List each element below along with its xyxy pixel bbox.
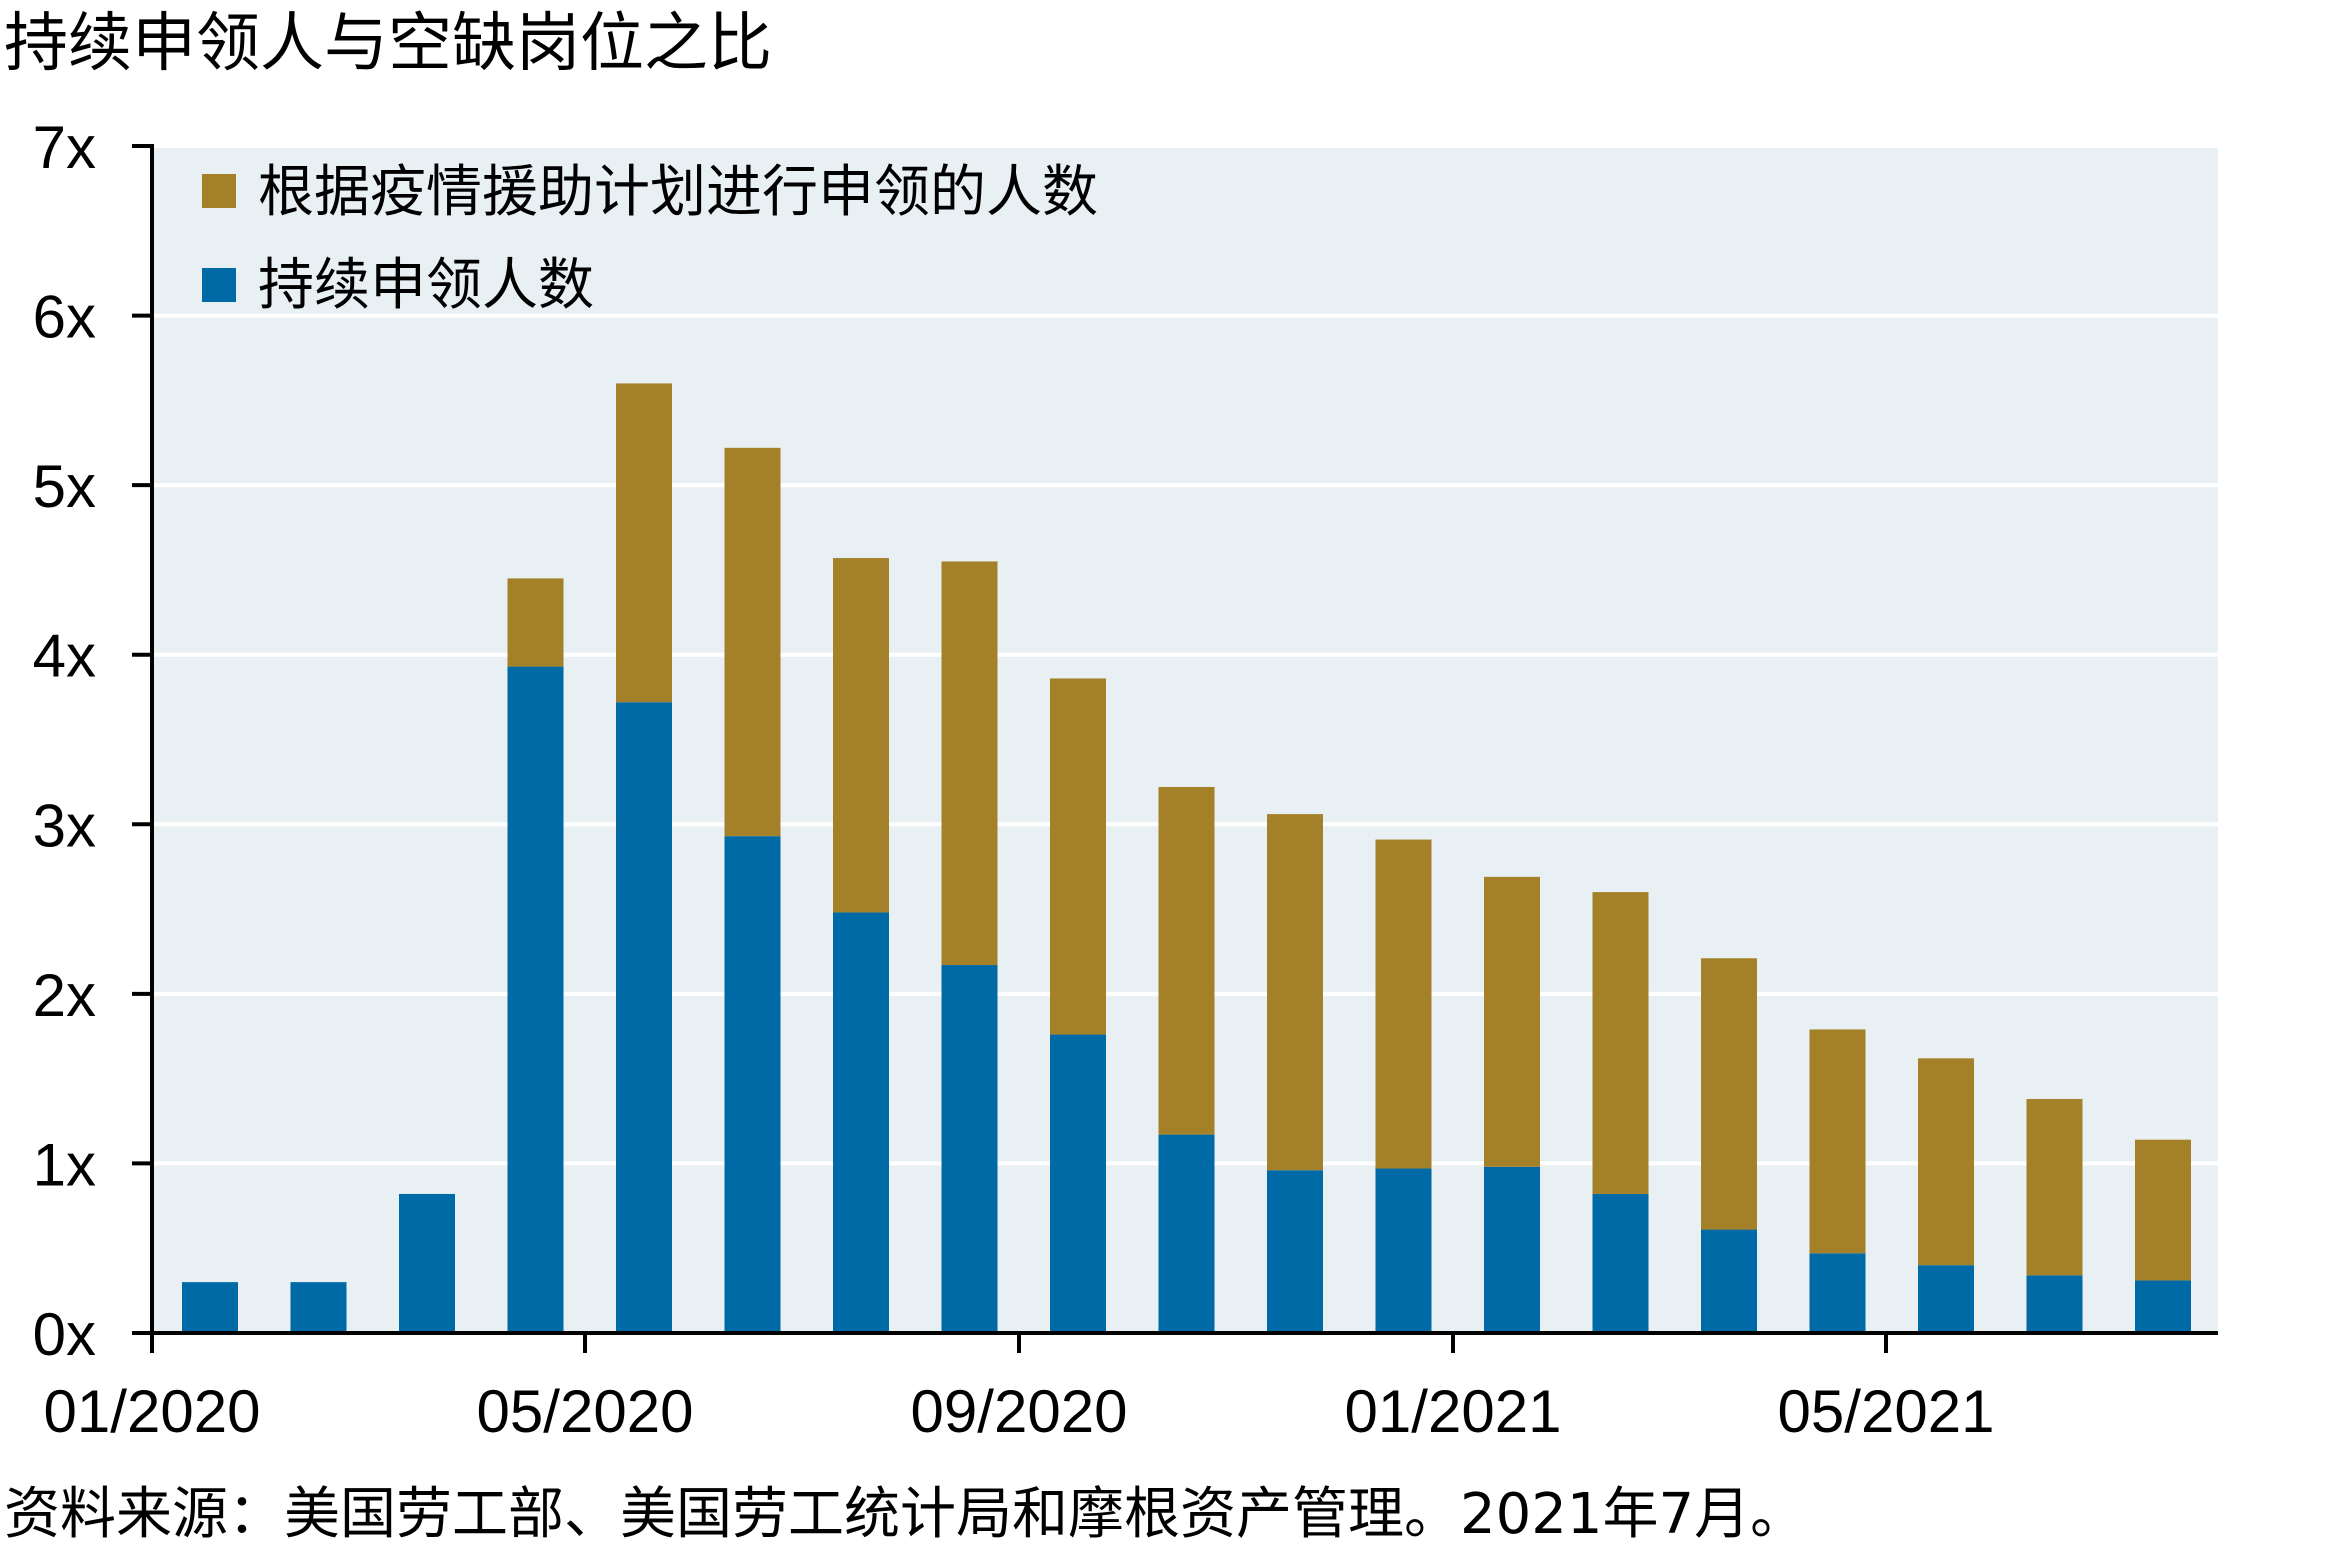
bar-continuing bbox=[1701, 1229, 1757, 1333]
bar-continuing bbox=[1158, 1134, 1215, 1333]
bar-continuing bbox=[1375, 1168, 1432, 1333]
x-tick-labels: 01/2020 05/2020 09/2020 01/2021 05/2021 bbox=[44, 1378, 1995, 1445]
bar-continuing bbox=[1050, 1034, 1106, 1333]
bar-pandemic bbox=[1158, 786, 1215, 1135]
bar-pandemic bbox=[1809, 1029, 1866, 1254]
x-tick-label: 05/2020 bbox=[477, 1378, 694, 1445]
bar-continuing bbox=[833, 912, 889, 1333]
legend-swatch-pandemic bbox=[202, 174, 236, 208]
bar-continuing bbox=[1484, 1166, 1540, 1333]
bar-pandemic bbox=[1701, 958, 1757, 1230]
bar-pandemic bbox=[2135, 1139, 2191, 1281]
axes bbox=[132, 144, 2218, 1353]
y-tick-label: 7x bbox=[33, 114, 96, 181]
bar-continuing bbox=[941, 965, 998, 1333]
bar-pandemic bbox=[1484, 876, 1540, 1167]
bar-continuing bbox=[2026, 1275, 2083, 1333]
y-tick-label: 2x bbox=[33, 962, 96, 1029]
bar-pandemic bbox=[724, 447, 781, 837]
y-tick-label: 0x bbox=[33, 1301, 96, 1368]
x-tick-label: 09/2020 bbox=[911, 1378, 1128, 1445]
bar-continuing bbox=[1809, 1253, 1866, 1333]
source-note: 资料来源：美国劳工部、美国劳工统计局和摩根资产管理。2021年7月。 bbox=[4, 1482, 1807, 1547]
bar-pandemic bbox=[616, 383, 672, 703]
bar-pandemic bbox=[2026, 1098, 2083, 1276]
bar-pandemic bbox=[1050, 678, 1106, 1035]
y-tick-label: 6x bbox=[33, 284, 96, 351]
bar-pandemic bbox=[1592, 892, 1649, 1194]
bars bbox=[182, 383, 2191, 1333]
bar-continuing bbox=[399, 1193, 455, 1333]
legend-label-continuing: 持续申领人数 bbox=[258, 253, 594, 318]
bar-continuing bbox=[290, 1282, 347, 1333]
bar-continuing bbox=[1592, 1193, 1649, 1333]
bar-pandemic bbox=[941, 561, 998, 966]
y-tick-label: 4x bbox=[33, 623, 96, 690]
x-tick-label: 05/2021 bbox=[1778, 1378, 1995, 1445]
bar-pandemic bbox=[833, 558, 889, 913]
bar-continuing bbox=[507, 666, 564, 1333]
chart-title: 持续申领人与空缺岗位之比 bbox=[4, 7, 772, 81]
x-tick-label: 01/2021 bbox=[1345, 1378, 1562, 1445]
bar-continuing bbox=[616, 702, 672, 1333]
y-tick-label: 1x bbox=[33, 1131, 96, 1198]
bar-continuing bbox=[2135, 1280, 2191, 1333]
bar-continuing bbox=[1267, 1170, 1323, 1333]
bar-continuing bbox=[724, 836, 781, 1333]
legend: 根据疫情援助计划进行申领的人数 持续申领人数 bbox=[202, 160, 1098, 318]
x-tick-label: 01/2020 bbox=[44, 1378, 261, 1445]
y-tick-labels: 0x 1x 2x 3x 4x 5x 6x 7x bbox=[33, 114, 96, 1368]
y-tick-label: 3x bbox=[33, 792, 96, 859]
legend-label-pandemic: 根据疫情援助计划进行申领的人数 bbox=[258, 160, 1098, 225]
legend-swatch-continuing bbox=[202, 268, 236, 302]
bar-pandemic bbox=[507, 578, 564, 667]
y-tick-label: 5x bbox=[33, 453, 96, 520]
bar-pandemic bbox=[1267, 814, 1323, 1171]
bar-pandemic bbox=[1375, 839, 1432, 1169]
bar-continuing bbox=[182, 1282, 238, 1333]
bar-continuing bbox=[1918, 1265, 1974, 1333]
bar-pandemic bbox=[1918, 1058, 1974, 1266]
